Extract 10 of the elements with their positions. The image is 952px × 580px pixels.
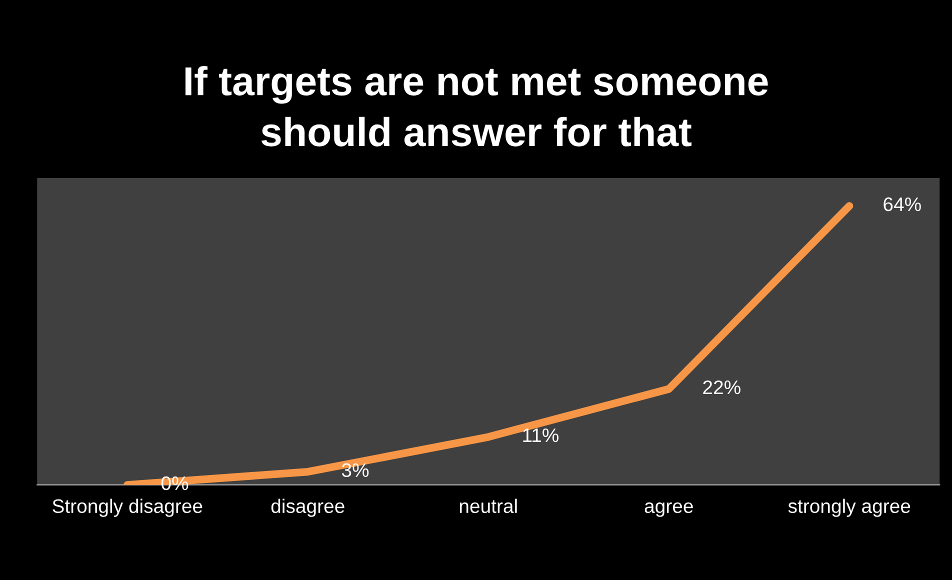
x-tick-label: Strongly disagree — [52, 498, 202, 517]
data-label: 22% — [703, 380, 740, 394]
x-tick-label: neutral — [460, 498, 517, 514]
data-label: 11% — [523, 428, 558, 442]
x-tick-label: disagree — [271, 498, 344, 517]
x-tick-label: agree — [644, 502, 693, 517]
x-tick-label: strongly agree — [788, 498, 910, 517]
data-label: 3% — [342, 463, 369, 478]
data-label: 64% — [884, 197, 921, 212]
chart-title: If targets are not met someone should answer for that — [186, 66, 768, 146]
